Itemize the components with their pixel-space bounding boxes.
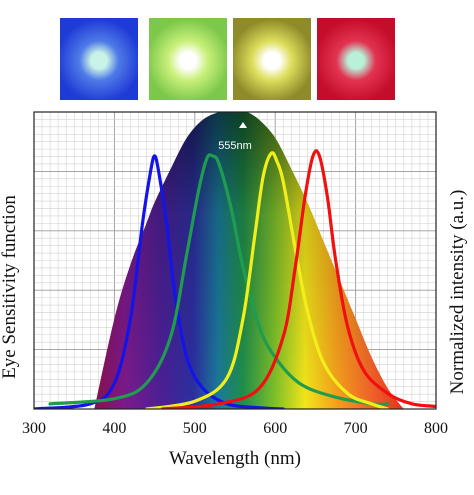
- x-tick-label: 500: [183, 420, 207, 437]
- yellow-spectrum-line: [144, 151, 390, 409]
- blue-led-swatch: [60, 18, 138, 100]
- series-lines: [34, 149, 436, 409]
- red-spectrum-line: [161, 149, 436, 409]
- green-spectrum-line: [48, 153, 390, 407]
- x-tick-label: 600: [263, 420, 287, 437]
- peak-marker-icon: [239, 122, 248, 128]
- green-led-swatch: [149, 18, 227, 100]
- yellow-led-swatch: [233, 18, 311, 100]
- x-axis-label: Wavelength (nm): [169, 448, 301, 469]
- x-tick-label: 400: [102, 420, 126, 437]
- y-axis-right-label: Normalized intensity (a.u.): [447, 189, 468, 395]
- peak-annotation-label: 555nm: [218, 140, 252, 152]
- red-led-swatch: [317, 18, 395, 100]
- x-tick-label: 800: [424, 420, 448, 437]
- blue-spectrum-line: [34, 154, 285, 409]
- x-tick-label: 300: [22, 420, 46, 437]
- y-axis-left-label: Eye Sensitivity function: [0, 195, 20, 379]
- plot-frame: [33, 111, 437, 410]
- x-tick-label: 700: [344, 420, 368, 437]
- x-axis-ticks: 300 400 500 600 700 800: [22, 420, 448, 437]
